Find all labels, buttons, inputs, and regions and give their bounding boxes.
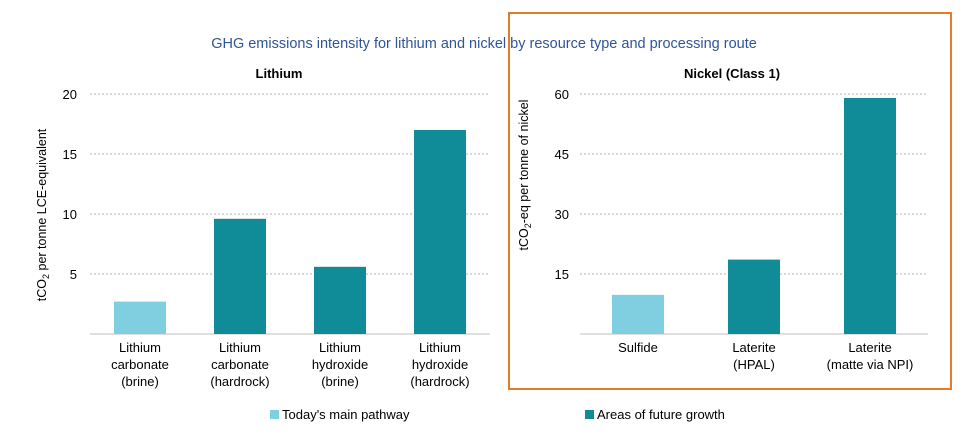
x-category-label-2: Lithium hydroxide (brine) bbox=[312, 340, 368, 389]
x-category-label-3: Lithium hydroxide (hardrock) bbox=[410, 340, 469, 389]
bar-2 bbox=[844, 98, 896, 334]
y-tick-label-30: 30 bbox=[555, 207, 569, 222]
bar-1 bbox=[728, 259, 780, 334]
lithium-chart-panel: Lithium 5 10 15 20 tCO2 per tonne LCE-equiva… bbox=[35, 66, 490, 389]
y-axis-label: tCO2-eq per tonne of nickel bbox=[517, 100, 533, 251]
legend-swatch-main-pathway bbox=[270, 410, 279, 419]
y-tick-label-20: 20 bbox=[63, 87, 77, 102]
bar-0 bbox=[612, 294, 664, 334]
y-tick-label-5: 5 bbox=[70, 267, 77, 282]
nickel-highlight-box bbox=[508, 12, 952, 390]
nickel-chart-title: Nickel (Class 1) bbox=[684, 66, 780, 81]
bar-2 bbox=[314, 266, 366, 334]
y-tick-label-10: 10 bbox=[63, 207, 77, 222]
y-tick-label-15: 15 bbox=[63, 147, 77, 162]
nickel-chart-panel: Nickel (Class 1) 15 30 45 60 tCO2-eq per ton… bbox=[517, 66, 928, 372]
legend-label-future-growth: Areas of future growth bbox=[597, 407, 725, 422]
x-category-label-1: Lithium carbonate (hardrock) bbox=[210, 340, 269, 389]
lithium-chart-title: Lithium bbox=[256, 66, 303, 81]
x-category-label-1: Laterite (HPAL) bbox=[732, 340, 775, 372]
y-axis-label: tCO2 per tonne LCE-equivalent bbox=[35, 128, 51, 301]
bar-3 bbox=[414, 130, 466, 334]
x-category-label-2: Laterite (matte via NPI) bbox=[827, 340, 914, 372]
legend-swatch-future-growth bbox=[585, 410, 594, 419]
x-category-label-0: Sulfide bbox=[618, 340, 658, 355]
y-tick-label-15: 15 bbox=[555, 267, 569, 282]
legend: Today's main pathway Areas of future gro… bbox=[270, 407, 725, 422]
bar-0 bbox=[114, 301, 166, 334]
legend-label-main-pathway: Today's main pathway bbox=[282, 407, 410, 422]
bar-1 bbox=[214, 218, 266, 334]
figure-title: GHG emissions intensity for lithium and … bbox=[211, 36, 757, 52]
y-tick-label-60: 60 bbox=[555, 87, 569, 102]
x-category-label-0: Lithium carbonate (brine) bbox=[111, 340, 169, 389]
y-tick-label-45: 45 bbox=[555, 147, 569, 162]
